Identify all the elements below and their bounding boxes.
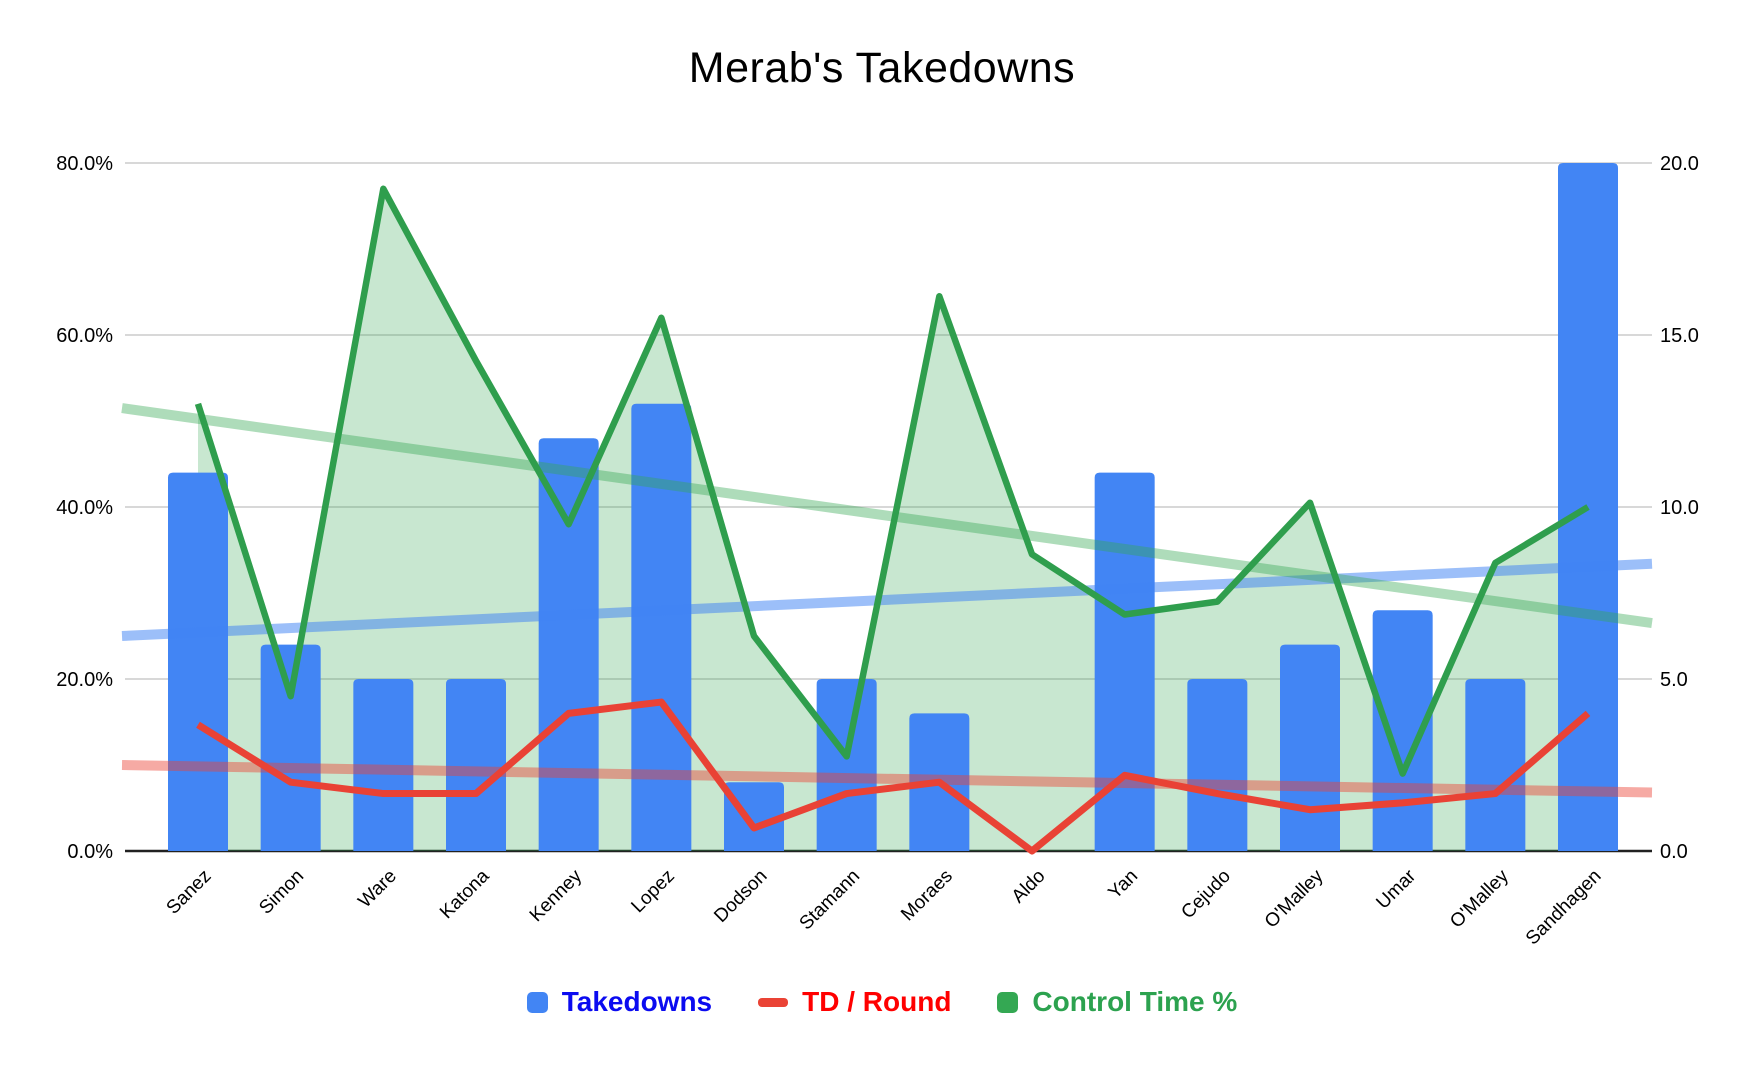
control-time--trendline [121, 403, 1653, 629]
x-category-label: Sanez [163, 866, 216, 919]
x-category-label: Moraes [897, 866, 957, 926]
takedowns-bar-cejudo[interactable] [1187, 679, 1248, 851]
x-category-label: Umar [1373, 865, 1421, 913]
x-category-label: Ware [354, 866, 400, 912]
x-category-label: Aldo [1008, 866, 1050, 908]
control-time-swatch-icon [997, 991, 1019, 1013]
right-axis-tick-label: 10.0 [1660, 497, 1699, 519]
legend-label-control-time: Control Time % [1032, 986, 1238, 1017]
takedowns-bar-ware[interactable] [353, 679, 414, 851]
chart-title: Merab's Takedowns [688, 44, 1076, 92]
x-category-label: Katona [436, 865, 494, 923]
x-category-label: O'Malley [1261, 865, 1328, 932]
chart-legend: Takedowns TD / Round Control Time % [0, 986, 1764, 1018]
left-axis-tick-label: 40.0% [56, 497, 113, 519]
takedowns-bar-lopez[interactable] [631, 403, 692, 851]
x-category-label: Lopez [627, 866, 678, 917]
x-category-label: Kenney [526, 865, 587, 926]
takedowns-bar-dodson[interactable] [724, 782, 784, 851]
left-axis-tick-label: 20.0% [56, 669, 113, 691]
x-category-label: Yan [1104, 866, 1142, 904]
takedowns-bar-katona[interactable] [446, 679, 506, 851]
td-per-round-swatch-icon [758, 997, 789, 1007]
control-time-line [194, 185, 1590, 777]
right-axis-tick-label: 20.0 [1660, 153, 1699, 175]
left-axis-tick-label: 80.0% [56, 153, 113, 175]
x-category-label: Simon [255, 866, 308, 919]
left-axis-tick-label: 60.0% [56, 325, 113, 347]
legend-item-control-time[interactable]: Control Time % [997, 986, 1237, 1018]
legend-item-takedowns[interactable]: Takedowns [526, 986, 713, 1018]
takedowns-bar-omalley[interactable] [1465, 679, 1526, 851]
left-axis-tick-label: 0.0% [67, 841, 113, 863]
x-category-label: Sandhagen [1522, 866, 1606, 950]
x-category-label: Dodson [710, 866, 771, 927]
td-round-trendline [121, 760, 1653, 798]
takedowns-bar-kenney[interactable] [538, 438, 599, 851]
x-category-label: Cejudo [1177, 866, 1234, 923]
right-axis-tick-label: 15.0 [1660, 325, 1699, 347]
takedowns-bar-stamann[interactable] [816, 679, 877, 851]
takedowns-bar-omalley[interactable] [1280, 644, 1340, 851]
legend-item-td-per-round[interactable]: TD / Round [758, 986, 951, 1018]
x-category-label: O'Malley [1446, 865, 1513, 932]
legend-label-takedowns: Takedowns [561, 986, 713, 1017]
td-per-round-line [196, 698, 1591, 855]
legend-label-td-per-round: TD / Round [802, 986, 952, 1017]
right-axis-tick-label: 5.0 [1660, 669, 1688, 691]
takedowns-bar-sanez[interactable] [168, 472, 228, 851]
right-axis-tick-label: 0.0 [1660, 841, 1688, 863]
x-category-label: Stamann [796, 866, 865, 935]
takedowns-bar-yan[interactable] [1094, 472, 1155, 851]
takedowns-bar-simon[interactable] [260, 644, 321, 851]
takedowns-bar-umar[interactable] [1372, 610, 1433, 851]
takedowns-trendline [121, 558, 1653, 641]
takedowns-swatch-icon [526, 991, 548, 1013]
